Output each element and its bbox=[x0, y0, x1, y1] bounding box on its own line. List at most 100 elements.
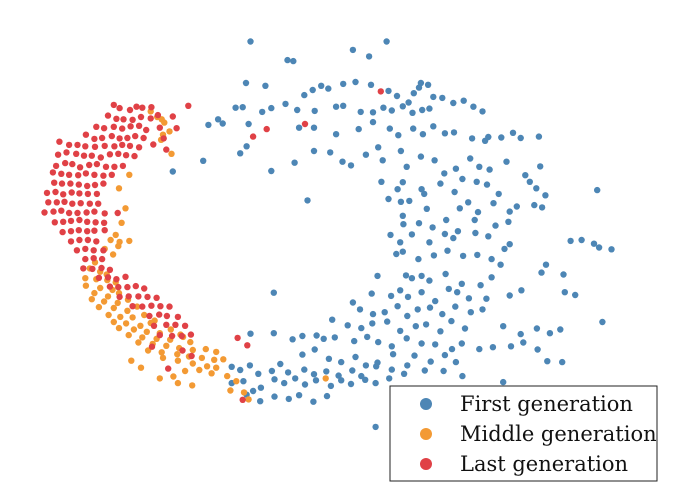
data-point bbox=[146, 312, 153, 320]
data-point bbox=[196, 366, 203, 374]
data-point bbox=[526, 178, 533, 185]
data-point bbox=[93, 123, 100, 130]
data-point bbox=[135, 293, 142, 300]
data-point bbox=[143, 328, 150, 335]
data-point bbox=[349, 46, 357, 54]
data-point bbox=[154, 111, 162, 119]
data-point bbox=[125, 293, 132, 300]
data-point bbox=[89, 265, 96, 273]
data-point bbox=[163, 321, 170, 328]
data-point bbox=[131, 152, 138, 160]
data-point bbox=[437, 180, 444, 187]
data-point bbox=[82, 275, 89, 282]
data-point bbox=[534, 346, 541, 353]
data-point bbox=[53, 199, 60, 206]
data-point bbox=[397, 327, 404, 335]
data-point bbox=[160, 135, 167, 142]
data-point bbox=[426, 239, 433, 246]
data-point bbox=[411, 352, 418, 359]
data-point bbox=[255, 370, 262, 377]
data-point bbox=[245, 396, 252, 403]
data-point bbox=[108, 132, 116, 140]
data-point bbox=[362, 362, 370, 369]
data-point bbox=[90, 247, 97, 254]
data-point bbox=[130, 326, 138, 333]
data-point bbox=[187, 338, 194, 346]
data-point bbox=[338, 358, 345, 366]
data-point bbox=[483, 181, 491, 188]
data-point bbox=[52, 162, 60, 170]
data-point bbox=[214, 116, 222, 123]
data-point bbox=[181, 367, 189, 375]
data-point bbox=[369, 109, 377, 116]
data-point bbox=[513, 203, 520, 210]
data-point bbox=[116, 104, 123, 112]
data-point bbox=[92, 219, 99, 226]
data-point bbox=[49, 169, 57, 176]
data-point bbox=[76, 190, 83, 197]
data-point bbox=[471, 216, 478, 224]
data-point bbox=[301, 120, 309, 128]
data-point bbox=[75, 181, 83, 188]
legend-items: First generation Middle generation Last ge… bbox=[420, 392, 657, 476]
data-point bbox=[169, 113, 176, 120]
data-point bbox=[387, 231, 394, 239]
data-point bbox=[174, 313, 182, 321]
data-point bbox=[61, 198, 68, 205]
data-point bbox=[388, 107, 395, 114]
data-point bbox=[82, 282, 90, 289]
data-point bbox=[364, 333, 371, 341]
data-point bbox=[137, 113, 145, 121]
data-point bbox=[419, 106, 426, 114]
data-point bbox=[101, 210, 108, 217]
data-point bbox=[323, 392, 331, 400]
data-point bbox=[111, 163, 118, 170]
data-point bbox=[76, 236, 83, 244]
data-point bbox=[187, 331, 195, 338]
data-point bbox=[88, 296, 96, 303]
data-point bbox=[97, 284, 104, 292]
data-point bbox=[362, 376, 369, 383]
data-point bbox=[394, 303, 401, 310]
data-point bbox=[386, 375, 393, 382]
data-point bbox=[93, 238, 100, 245]
data-point bbox=[537, 163, 544, 170]
data-point bbox=[503, 158, 510, 165]
data-point bbox=[111, 143, 118, 150]
data-point bbox=[243, 143, 250, 150]
data-point bbox=[369, 320, 376, 327]
data-point bbox=[517, 330, 524, 338]
data-point bbox=[544, 358, 551, 365]
data-point bbox=[437, 328, 444, 335]
data-point bbox=[163, 146, 170, 153]
data-point bbox=[115, 150, 122, 157]
data-point bbox=[344, 322, 351, 329]
data-point bbox=[189, 382, 196, 389]
data-point bbox=[74, 141, 81, 149]
data-point bbox=[51, 179, 58, 186]
data-point bbox=[143, 126, 150, 134]
data-point bbox=[148, 104, 155, 111]
data-point bbox=[465, 295, 473, 302]
data-point bbox=[292, 375, 299, 382]
data-point bbox=[105, 311, 112, 319]
data-point bbox=[110, 318, 118, 326]
data-point bbox=[126, 237, 133, 245]
data-point bbox=[242, 79, 250, 87]
data-point bbox=[384, 318, 391, 325]
data-point bbox=[101, 142, 108, 150]
data-point bbox=[432, 297, 439, 305]
data-point bbox=[139, 334, 146, 341]
data-point bbox=[166, 303, 173, 310]
data-point bbox=[125, 331, 132, 339]
data-point bbox=[313, 332, 320, 339]
data-point bbox=[84, 182, 91, 190]
data-point bbox=[452, 358, 460, 366]
data-point bbox=[352, 353, 359, 361]
data-point bbox=[441, 230, 449, 238]
data-point bbox=[122, 205, 129, 212]
data-point bbox=[351, 337, 358, 345]
data-point bbox=[150, 141, 157, 148]
data-point bbox=[91, 135, 98, 143]
data-point bbox=[289, 336, 296, 343]
